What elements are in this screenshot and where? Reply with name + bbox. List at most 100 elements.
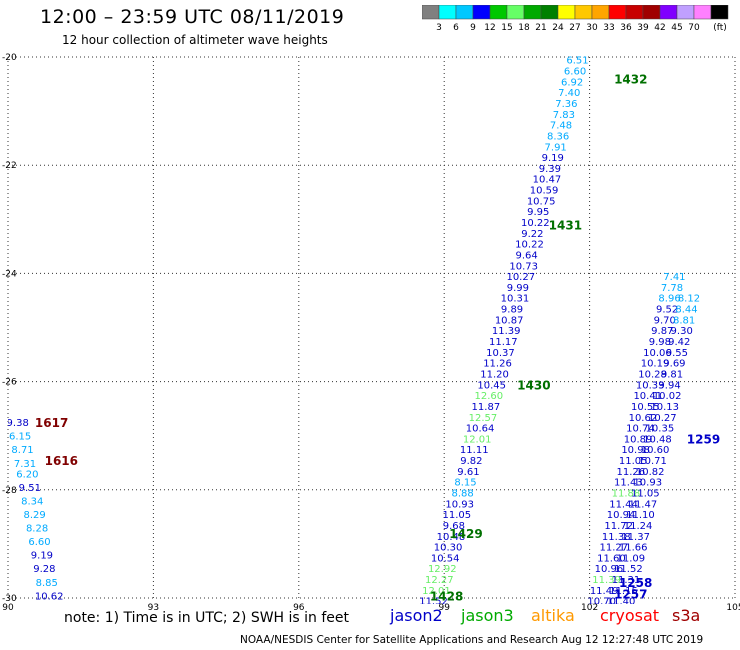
swh-label: 9.19 — [31, 551, 53, 562]
swh-label: 9.68 — [443, 521, 465, 532]
x-tick-label: 90 — [2, 603, 14, 613]
mission-altika: altika — [531, 606, 575, 625]
swh-label: 11.66 — [619, 543, 648, 554]
swh-label: 9.42 — [668, 337, 690, 348]
swh-label: 8.29 — [24, 510, 46, 521]
x-tick-label: 96 — [293, 603, 305, 613]
swh-label: 10.06 — [643, 348, 672, 359]
swh-label: 9.87 — [651, 326, 673, 337]
swh-label: 10.19 — [641, 359, 670, 370]
swh-label: 9.98 — [649, 337, 671, 348]
swh-label: 10.93 — [445, 499, 474, 510]
colorbar-label: 21 — [535, 23, 546, 33]
track-time-label: 1428 — [430, 589, 463, 603]
swh-label: 7.83 — [553, 110, 575, 121]
swh-label: 6.60 — [28, 537, 50, 548]
swh-label: 9.28 — [33, 564, 55, 575]
swh-label: 12.92 — [428, 564, 457, 575]
x-tick-label: 102 — [581, 603, 598, 613]
swh-label: 7.31 — [14, 459, 36, 470]
swh-label: 11.52 — [614, 564, 643, 575]
swh-label: 9.51 — [19, 483, 41, 494]
swh-label: 8.96 — [658, 294, 680, 305]
track-time-label: 1432 — [614, 73, 647, 87]
y-tick-label: -22 — [2, 161, 17, 171]
colorbar-label: 18 — [518, 23, 530, 33]
swh-label: 10.60 — [641, 445, 670, 456]
swh-label: 10.28 — [638, 369, 667, 380]
swh-label: 9.70 — [654, 315, 676, 326]
mission-jason3: jason3 — [461, 606, 514, 625]
swh-label: 9.19 — [542, 153, 564, 164]
swh-label: 11.05 — [619, 456, 648, 467]
swh-label: 11.26 — [483, 359, 512, 370]
swh-label: 11.43 — [614, 478, 643, 489]
swh-label: 6.60 — [564, 67, 586, 78]
swh-label: 8.28 — [26, 524, 48, 535]
colorbar-label: 9 — [470, 23, 476, 33]
colorbar-label: 15 — [501, 23, 512, 33]
swh-label: 6.51 — [566, 56, 588, 67]
swh-label: 11.37 — [621, 532, 650, 543]
swh-label: 11.20 — [480, 369, 509, 380]
swh-label: 10.41 — [633, 391, 662, 402]
colorbar-label: 27 — [569, 23, 580, 33]
y-tick-label: -30 — [2, 594, 17, 604]
swh-label: 10.73 — [509, 261, 538, 272]
mission-jason2: jason2 — [390, 606, 443, 625]
swh-label: 8.15 — [454, 478, 476, 489]
y-tick-label: -26 — [2, 378, 17, 388]
swh-label: 8.88 — [451, 489, 473, 500]
swh-label: 9.94 — [658, 380, 680, 391]
swh-label: 10.22 — [515, 240, 544, 251]
track-time-label: 1257 — [614, 588, 647, 602]
swh-label: 11.39 — [492, 326, 521, 337]
swh-label: 8.44 — [675, 305, 697, 316]
swh-label: 10.89 — [624, 434, 653, 445]
swh-label: 9.81 — [661, 369, 683, 380]
swh-label: 10.93 — [633, 478, 662, 489]
colorbar-unit: (ft) — [713, 23, 727, 33]
swh-label: 10.02 — [653, 391, 682, 402]
swh-label: 11.17 — [489, 337, 518, 348]
swh-label: 9.52 — [656, 305, 678, 316]
colorbar-label: 70 — [688, 23, 700, 33]
footer-credit: NOAA/NESDIS Center for Satellite Applica… — [240, 634, 704, 646]
swh-label: 12.57 — [469, 413, 498, 424]
colorbar-label: 12 — [484, 23, 495, 33]
track-time-label: 1258 — [619, 576, 652, 590]
track-time-label: 1431 — [549, 219, 582, 233]
swh-label: 10.62 — [35, 591, 64, 602]
swh-label: 7.41 — [663, 272, 685, 283]
swh-colorbar: 3 6 9 12 15 18 21 24 27 30 33 36 39 42 45 70 (ft) — [422, 5, 729, 33]
swh-label: 10.98 — [621, 445, 650, 456]
swh-label: 9.69 — [663, 359, 685, 370]
swh-label: 11.11 — [460, 445, 489, 456]
swh-label: 11.27 — [600, 543, 629, 554]
x-tick-label: 93 — [148, 603, 159, 613]
swh-label: 11.88 — [612, 489, 641, 500]
swh-label: 10.35 — [646, 424, 675, 435]
swh-label: 10.22 — [521, 218, 550, 229]
swh-label: 10.48 — [643, 434, 672, 445]
swh-label: 10.96 — [595, 564, 624, 575]
swh-label: 12.27 — [425, 575, 454, 586]
colorbar-label: 36 — [620, 23, 632, 33]
swh-label: 8.34 — [21, 497, 43, 508]
x-tick-label: 105 — [726, 603, 740, 613]
colorbar-label: 45 — [671, 23, 682, 33]
swh-label: 7.40 — [558, 88, 580, 99]
swh-label: 6.92 — [561, 77, 583, 88]
footer-note: note: 1) Time is in UTC; 2) SWH is in fe… — [64, 610, 350, 626]
swh-label: 10.54 — [431, 553, 460, 564]
mission-s3a: s3a — [672, 606, 701, 625]
swh-label: 10.27 — [506, 272, 535, 283]
colorbar-label: 30 — [586, 23, 598, 33]
swh-label: 11.49 — [590, 586, 619, 597]
swh-label: 9.22 — [521, 229, 543, 240]
swh-label: 9.61 — [457, 467, 479, 478]
swh-label: 10.64 — [466, 424, 495, 435]
swh-label: 12.60 — [474, 391, 503, 402]
swh-label: 11.38 — [602, 532, 631, 543]
